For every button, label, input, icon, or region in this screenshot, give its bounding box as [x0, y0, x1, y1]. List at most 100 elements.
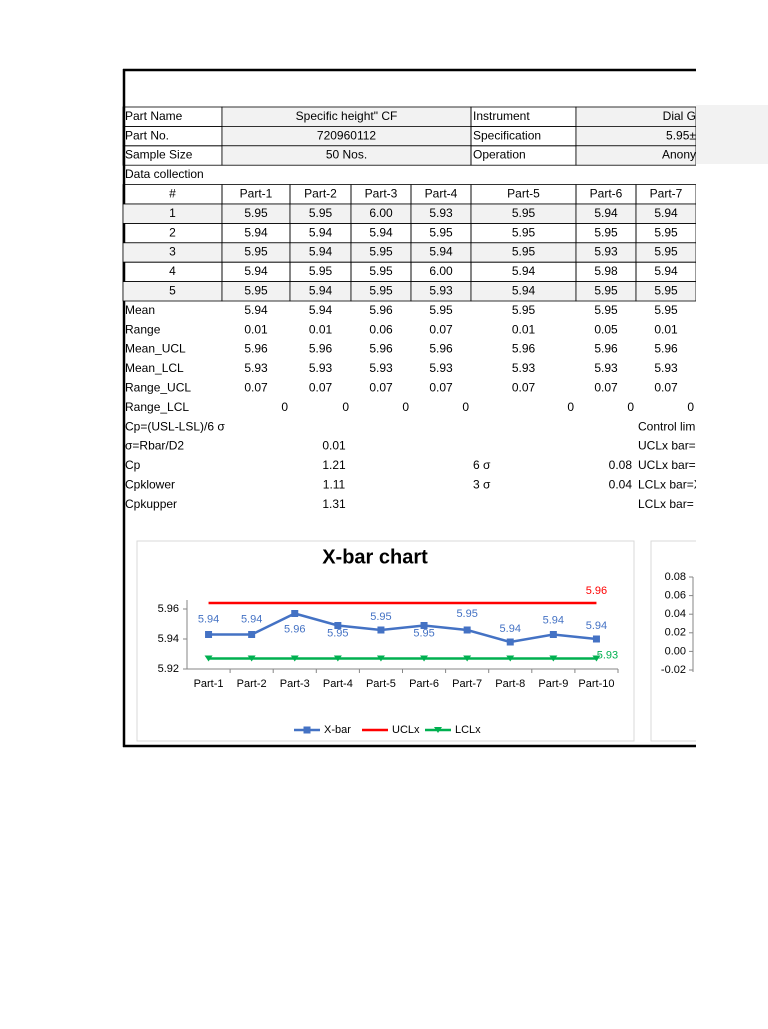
- field-label: Part Name: [125, 109, 183, 123]
- x-tick-label: Part-5: [366, 678, 396, 690]
- y-tick-label: -0.02: [661, 664, 686, 676]
- stat-value: 0.07: [654, 380, 678, 394]
- table-cell: 5.95: [512, 245, 536, 259]
- stat-value: 5.94: [309, 303, 333, 317]
- chart-area: [136, 540, 635, 742]
- stat-value: 5.96: [654, 342, 678, 356]
- value-label: 5.94: [543, 614, 564, 626]
- worksheet: Part Name Specific height" CF Instrument Di…: [122, 68, 702, 748]
- table-cell: 5.93: [429, 206, 453, 220]
- table-cell: 5.95: [244, 283, 268, 297]
- legend-label: X-bar: [324, 724, 351, 736]
- x-tick-label: Part-3: [280, 678, 310, 690]
- stat-value: 5.96: [594, 342, 618, 356]
- legend-label: UCLx: [392, 724, 420, 736]
- point: [377, 626, 385, 634]
- legend-marker: [434, 727, 442, 733]
- table-cell: 5.95: [429, 225, 453, 239]
- stat-value: 5.96: [369, 342, 393, 356]
- stat-value: 5.96: [512, 342, 536, 356]
- stat-value: 0.01: [512, 322, 536, 336]
- table-cell: 5.94: [309, 225, 333, 239]
- stat-value: 0.07: [512, 380, 536, 394]
- x-tick-label: Part-2: [237, 678, 267, 690]
- point: [592, 635, 600, 643]
- table-cell: 5.94: [512, 283, 536, 297]
- point: [420, 622, 428, 629]
- stat-value: 0.07: [244, 380, 268, 394]
- point: [420, 655, 429, 662]
- stat-value: 5.96: [309, 342, 333, 356]
- sigma-value: 0.04: [609, 477, 633, 491]
- table-cell: 5.95: [594, 283, 618, 297]
- stat-value: 0: [567, 400, 574, 414]
- stat-value: 5.93: [654, 361, 678, 375]
- stat-value: 5.95: [654, 303, 678, 317]
- stat-value: 0: [342, 400, 349, 414]
- stat-value: 0.05: [594, 322, 618, 336]
- point: [334, 622, 342, 629]
- y-tick-label: 5.94: [158, 633, 179, 645]
- y-tick-label: 0.08: [665, 571, 686, 583]
- stat-value: 5.93: [594, 361, 618, 375]
- column-header: Part-3: [365, 186, 398, 200]
- table-cell: 5.95: [369, 245, 393, 259]
- table-cell: 5.95: [369, 283, 393, 297]
- table-cell: 2: [169, 225, 176, 239]
- section-label: Data collection: [125, 167, 204, 181]
- table-cell: 5.94: [369, 225, 393, 239]
- y-tick-label: 0.02: [665, 627, 686, 639]
- chart-title: X-bar chart: [322, 546, 428, 568]
- field-value: 50 Nos.: [326, 148, 367, 162]
- stat-label: Mean_UCL: [125, 342, 186, 356]
- stat-label: Mean: [125, 303, 155, 317]
- stat-label: Range_UCL: [125, 380, 191, 394]
- table-cell: 5.94: [594, 206, 618, 220]
- x-tick-label: Part-4: [323, 678, 353, 690]
- table-cell: 5.98: [594, 264, 618, 278]
- stat-value: 0: [402, 400, 409, 414]
- stat-value: 5.93: [512, 361, 536, 375]
- value-label: 5.94: [586, 620, 607, 632]
- column-header: Part-2: [304, 186, 337, 200]
- field-value: 720960112: [317, 128, 377, 142]
- table-cell: 5.95: [512, 206, 536, 220]
- y-tick-label: 0.00: [665, 645, 686, 657]
- stat-value: 5.93: [244, 361, 268, 375]
- table-cell: 6.00: [369, 206, 393, 220]
- x-tick-label: Part-9: [538, 678, 568, 690]
- capability-value: 1.31: [322, 497, 346, 511]
- stat-value: 0: [627, 400, 634, 414]
- y-tick-label: 5.96: [158, 603, 179, 615]
- sigma-label: 3 σ: [473, 477, 491, 491]
- point: [290, 655, 299, 662]
- field-value: 5.95±: [666, 128, 696, 142]
- point: [247, 655, 256, 662]
- table-cell: 5.95: [512, 225, 536, 239]
- capability-value: 0.01: [322, 439, 346, 453]
- value-label: 5.94: [500, 623, 521, 635]
- table-cell: 5.95: [654, 225, 678, 239]
- cell: [635, 281, 696, 302]
- column-header: Part-7: [650, 186, 683, 200]
- table-cell: 5.95: [654, 283, 678, 297]
- point: [463, 655, 472, 662]
- stat-value: 0: [687, 400, 694, 414]
- point: [204, 655, 213, 662]
- capability-value: 1.11: [323, 477, 346, 491]
- column-header: Part-1: [240, 186, 273, 200]
- point: [463, 626, 471, 634]
- chart-area: [650, 540, 696, 742]
- stat-value: 5.96: [244, 342, 268, 356]
- field-value: Specific height" CF: [296, 109, 398, 123]
- field-label: Part No.: [125, 128, 169, 142]
- table-cell: 5.94: [309, 283, 333, 297]
- x-tick-label: Part-1: [194, 678, 224, 690]
- y-tick-label: 5.92: [158, 663, 179, 675]
- side-panel: [696, 105, 768, 164]
- control-note: LCLx bar=: [638, 497, 694, 511]
- control-note: LCLx bar=X: [638, 477, 702, 491]
- stat-value: 5.93: [369, 361, 393, 375]
